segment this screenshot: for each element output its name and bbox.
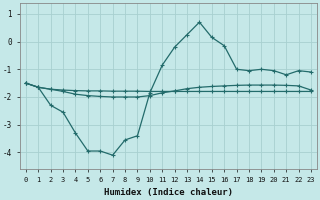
X-axis label: Humidex (Indice chaleur): Humidex (Indice chaleur) — [104, 188, 233, 197]
